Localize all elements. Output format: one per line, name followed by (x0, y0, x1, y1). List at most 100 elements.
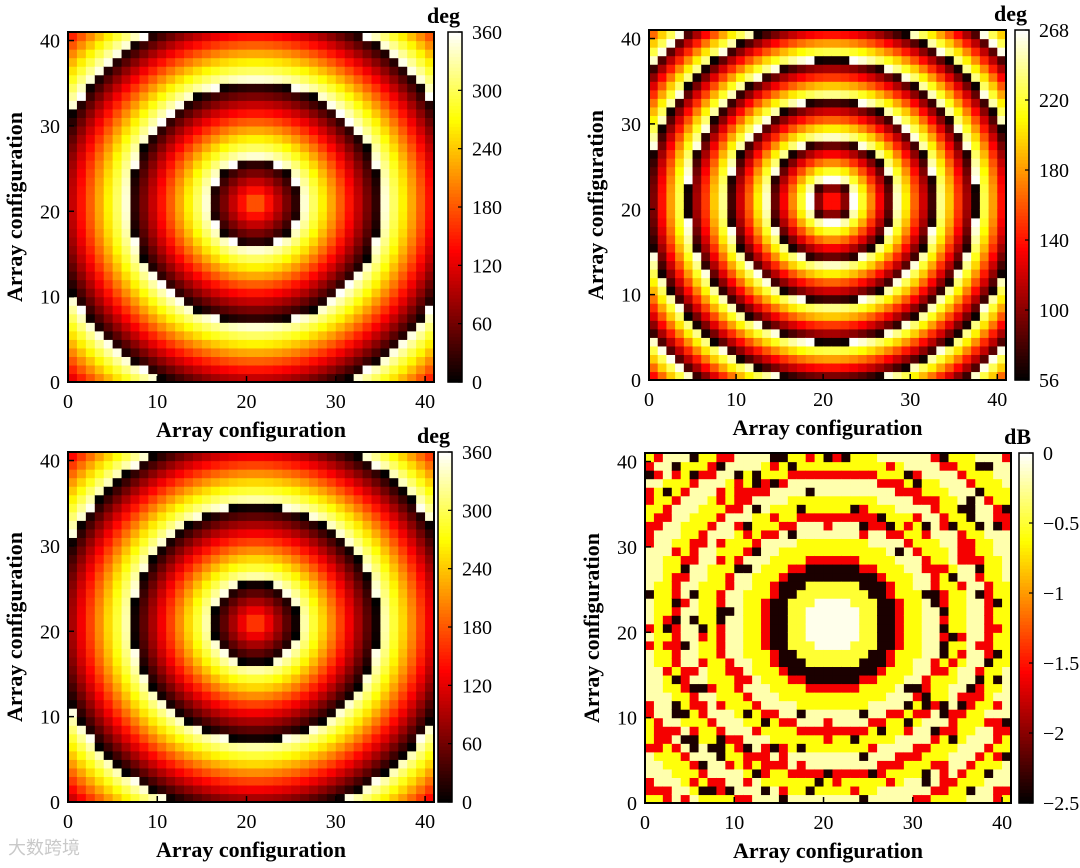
heatmap-cell (927, 140, 937, 151)
heatmap-cell (945, 303, 955, 313)
heatmap-cell (997, 192, 1007, 202)
heatmap-cell (157, 469, 167, 479)
heatmap-cell (416, 177, 426, 187)
heatmap-cell (237, 605, 248, 615)
heatmap-cell (112, 74, 123, 84)
heatmap-cell (130, 673, 141, 684)
heatmap-cell (910, 98, 920, 108)
heatmap-cell (866, 337, 876, 347)
heatmap-cell (317, 699, 328, 709)
heatmap-cell (219, 142, 230, 153)
heatmap-cell (237, 597, 248, 607)
heatmap-cell (219, 682, 230, 692)
heatmap-cell (317, 742, 328, 752)
heatmap-cell (157, 588, 167, 598)
heatmap-cell (103, 469, 114, 479)
heatmap-cell (805, 89, 816, 99)
heatmap-cell (416, 245, 426, 255)
heatmap-cell (936, 260, 946, 270)
heatmap-cell (718, 140, 728, 151)
heatmap-cell (849, 311, 859, 321)
heatmap-cell (85, 605, 96, 615)
heatmap-cell (910, 234, 920, 245)
colorbar-segment (1015, 369, 1029, 374)
heatmap-cell (317, 245, 328, 255)
heatmap-cell (945, 140, 955, 151)
heatmap-cell (103, 673, 114, 684)
heatmap-cell (94, 271, 105, 281)
heatmap-cell (718, 277, 728, 287)
heatmap-cell (344, 656, 355, 667)
heatmap-cell (814, 320, 824, 330)
heatmap-cell (237, 262, 248, 272)
heatmap-cell (979, 286, 990, 296)
heatmap-cell (291, 211, 301, 221)
heatmap-cell (753, 158, 763, 168)
colorbar-segment (448, 179, 462, 184)
heatmap-cell (425, 185, 435, 195)
heatmap-cell (309, 49, 319, 59)
heatmap-cell (649, 81, 659, 91)
heatmap-cell (927, 311, 937, 321)
heatmap-cell (701, 251, 711, 262)
heatmap-cell (157, 597, 167, 607)
heatmap-cell (76, 279, 87, 289)
heatmap-cell (184, 477, 194, 487)
heatmap-cell (300, 279, 310, 289)
heatmap-cell (649, 251, 659, 262)
heatmap-cell (246, 784, 257, 795)
heatmap-cell (175, 759, 185, 769)
heatmap-cell (85, 151, 96, 161)
heatmap-cell (309, 100, 319, 110)
heatmap-cell (988, 294, 998, 304)
heatmap-cell (210, 639, 221, 649)
heatmap-cell (736, 371, 746, 381)
heatmap-cell (139, 313, 149, 323)
heatmap-cell (910, 123, 920, 134)
heatmap-cell (753, 320, 763, 330)
heatmap-cell (228, 356, 239, 366)
heatmap-cell (901, 47, 911, 57)
heatmap-cell (300, 245, 310, 255)
heatmap-cell (416, 305, 426, 315)
heatmap-cell (148, 356, 158, 366)
heatmap-cell (166, 554, 176, 564)
heatmap-cell (255, 708, 265, 718)
heatmap-cell (184, 356, 194, 366)
heatmap-cell (85, 622, 96, 632)
heatmap-cell (866, 234, 876, 245)
heatmap-cell (326, 100, 337, 110)
heatmap-cell (201, 571, 212, 581)
heatmap-cell (344, 699, 355, 709)
heatmap-cell (407, 245, 417, 255)
heatmap-cell (823, 328, 833, 338)
heatmap-cell (362, 151, 373, 161)
heatmap-cell (192, 631, 203, 641)
heatmap-cell (219, 100, 230, 110)
heatmap-cell (282, 83, 292, 93)
heatmap-cell (76, 537, 87, 547)
colorbar-segment (448, 235, 462, 240)
heatmap-cell (121, 74, 132, 84)
heatmap-cell (166, 460, 176, 470)
heatmap-cell (300, 347, 310, 357)
heatmap-cell (398, 288, 408, 298)
colorbar-segment (448, 368, 462, 373)
heatmap-cell (736, 354, 746, 364)
heatmap-cell (76, 494, 87, 504)
heatmap-cell (701, 55, 711, 65)
heatmap-cell (770, 371, 781, 381)
heatmap-cell (237, 151, 248, 161)
heatmap-cell (884, 234, 894, 245)
heatmap-cell (736, 217, 746, 227)
heatmap-cell (94, 100, 105, 110)
heatmap-cell (910, 132, 920, 142)
heatmap-cell (139, 194, 149, 204)
heatmap-cell (788, 328, 798, 338)
heatmap-cell (112, 202, 123, 212)
heatmap-cell (210, 469, 221, 479)
heatmap-cell (866, 209, 876, 219)
heatmap-cell (264, 554, 274, 564)
heatmap-cell (335, 117, 346, 127)
heatmap-cell (988, 200, 998, 210)
